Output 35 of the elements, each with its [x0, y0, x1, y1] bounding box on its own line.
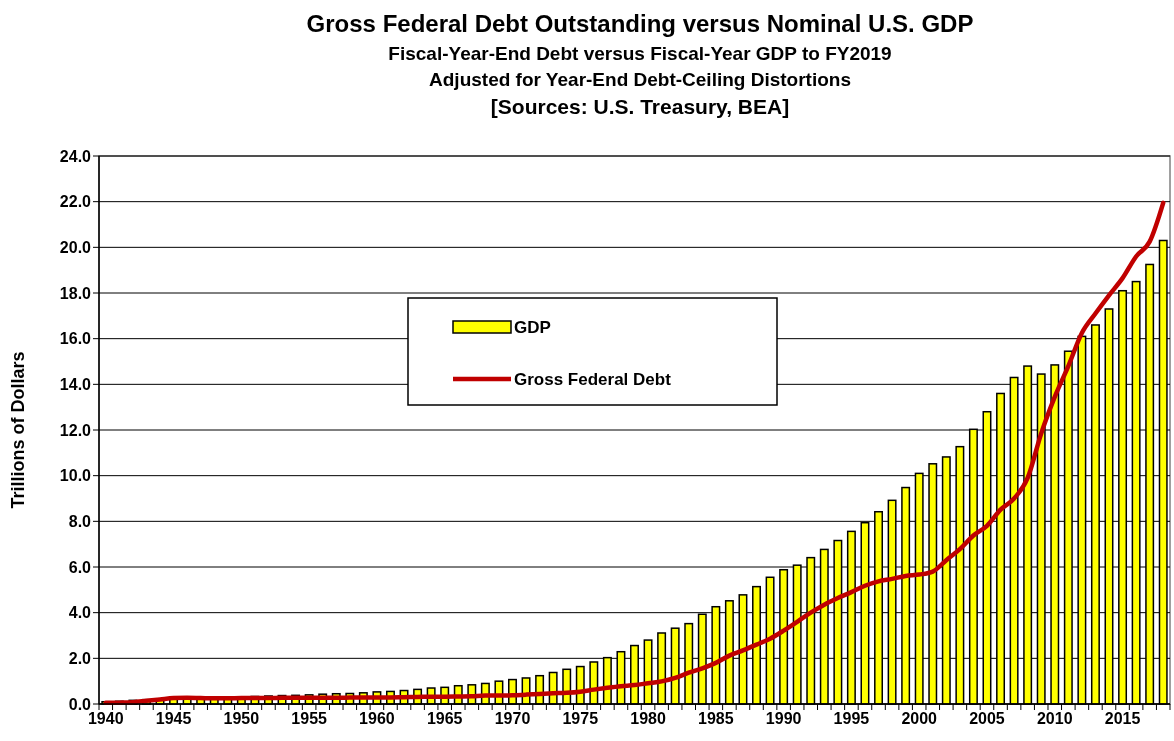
x-tick-label: 1955 [291, 710, 328, 727]
chart-title: Gross Federal Debt Outstanding versus Nominal U.S. GDP [306, 10, 974, 37]
x-tick-label: 2015 [1104, 710, 1141, 727]
y-tick-label: 8.0 [68, 512, 92, 530]
chart-subtitle: Fiscal-Year-End Debt versus Fiscal-Year GDP to FY2019 Adjusted for Year-End Debt-Ceiling Distortions [388, 43, 892, 90]
x-tick-label: 1940 [87, 710, 124, 727]
y-tick-label: 6.0 [68, 558, 92, 576]
text: [Sources: U.S. Treasury, BEA] [490, 95, 790, 118]
x-tick-label: 1970 [494, 710, 531, 727]
x-tick-label: 2010 [1036, 710, 1073, 727]
x-tick-label: 2000 [901, 710, 938, 727]
x-tick-label: 1945 [155, 710, 192, 727]
y-tick-label: 0.0 [68, 695, 92, 713]
x-tick-label: 1965 [426, 710, 463, 727]
y-tick-label: 4.0 [68, 604, 92, 622]
y-tick-label: 20.0 [59, 238, 92, 256]
y-tick-label: 10.0 [59, 467, 92, 485]
x-tick-label: 1995 [833, 710, 870, 727]
x-tick-label: 1960 [359, 710, 395, 727]
y-axis-title: Trillions of Dollars [8, 351, 28, 509]
y-tick-label: 16.0 [59, 330, 92, 348]
y-tick-label: 14.0 [59, 375, 92, 393]
x-tick-label: 1950 [223, 710, 260, 727]
legend-label: Gross Federal Debt [514, 369, 672, 389]
x-tick-label: 1975 [562, 710, 599, 727]
y-tick-label: 24.0 [59, 147, 92, 165]
x-tick-label: 1985 [698, 710, 734, 727]
y-tick-label: 18.0 [59, 284, 92, 302]
y-tick-label: 2.0 [68, 649, 92, 667]
legend-label: GDP [514, 317, 551, 337]
x-tick-label: 2005 [969, 710, 1005, 727]
y-tick-label: 22.0 [59, 193, 92, 211]
x-tick-label: 1980 [630, 710, 666, 727]
y-tick-label: 12.0 [59, 421, 92, 439]
x-tick-label: 1990 [765, 710, 802, 727]
